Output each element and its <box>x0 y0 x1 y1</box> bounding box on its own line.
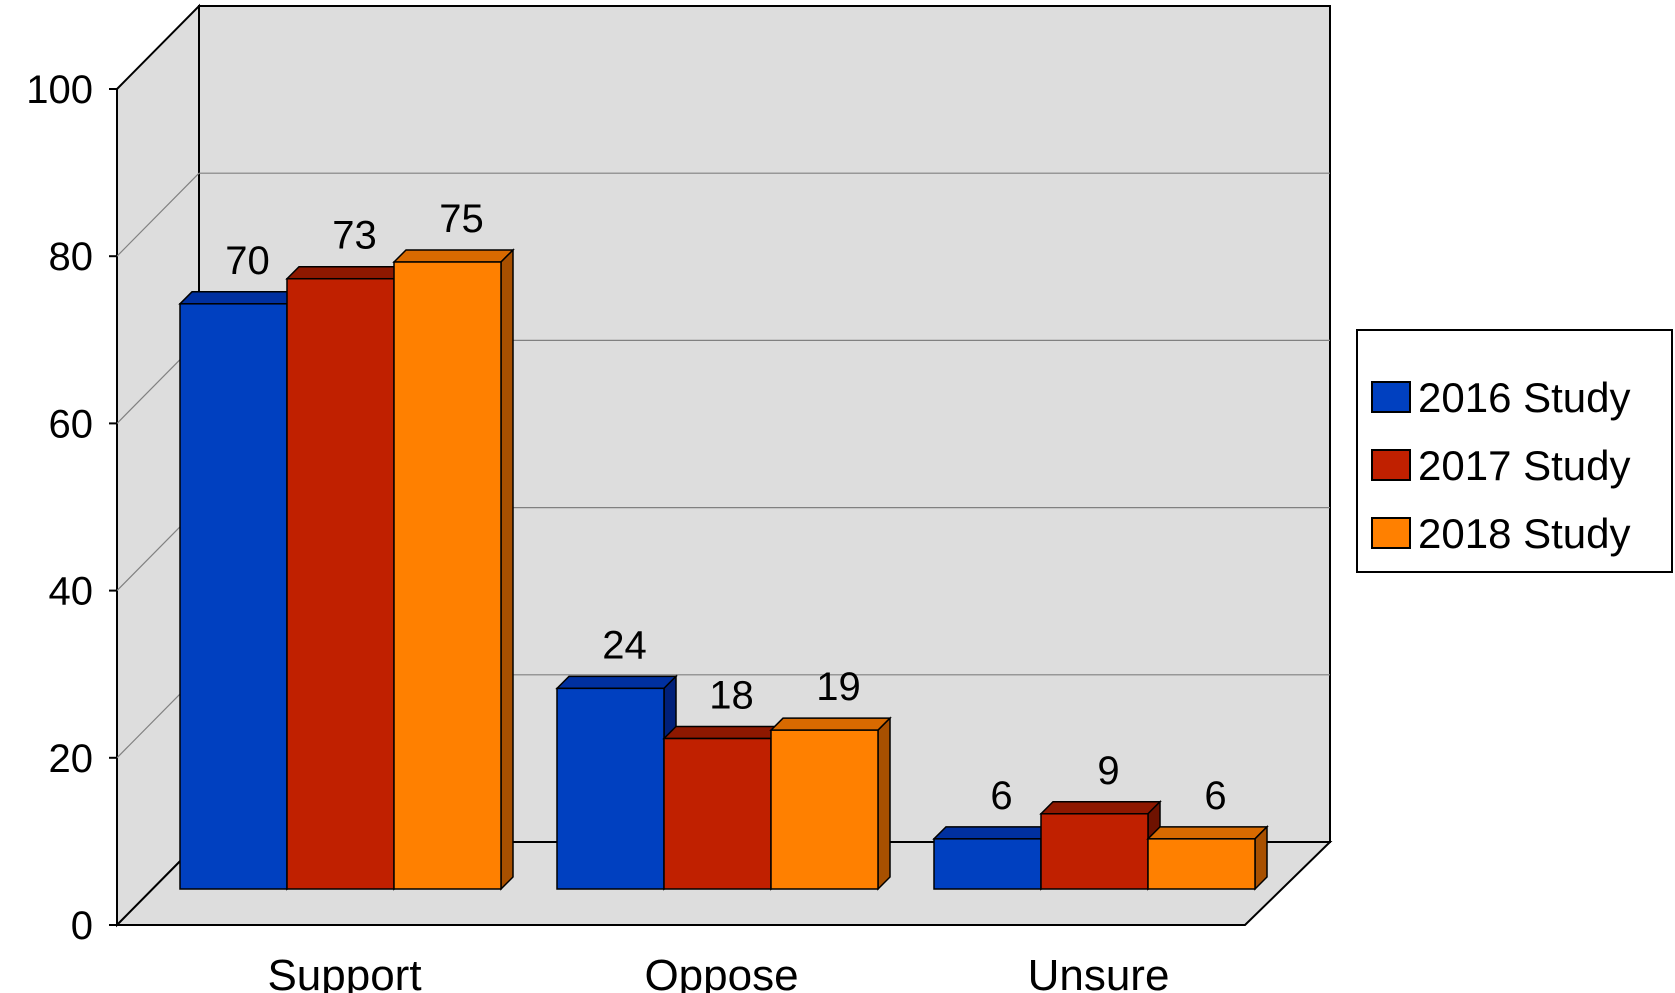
data-label: 75 <box>439 197 484 241</box>
bar-top <box>1146 826 1269 840</box>
legend: 2016 Study 2017 Study 2018 Study <box>1356 329 1673 573</box>
bar <box>286 277 395 890</box>
bar-top <box>769 717 892 731</box>
data-label: 24 <box>602 623 647 667</box>
bar-top <box>1039 801 1162 815</box>
y-tick-label: 20 <box>49 737 94 781</box>
bar-side <box>1254 825 1268 891</box>
category-labels: Support Oppose Unsure <box>267 951 1169 993</box>
legend-label: 2017 Study <box>1418 442 1631 489</box>
category-label: Oppose <box>644 951 798 993</box>
y-tick-label: 80 <box>49 235 94 279</box>
data-label: 73 <box>332 214 377 258</box>
data-label: 18 <box>709 674 754 718</box>
bar-top <box>932 826 1055 840</box>
legend-swatch <box>1371 449 1411 481</box>
bar-top <box>662 725 785 740</box>
bar <box>179 303 288 890</box>
data-labels: 70 73 75 24 18 19 6 9 6 <box>225 197 1226 818</box>
data-label: 9 <box>1097 749 1119 793</box>
legend-label: 2018 Study <box>1418 510 1631 557</box>
bars <box>178 248 1269 891</box>
bar-side <box>877 716 891 891</box>
category-label: Unsure <box>1028 951 1170 993</box>
legend-swatch <box>1371 381 1411 413</box>
bar-top <box>392 249 515 263</box>
bar <box>1040 813 1149 890</box>
legend-label: 2016 Study <box>1418 374 1631 421</box>
bar <box>1147 838 1256 890</box>
data-label: 19 <box>816 665 861 709</box>
y-tick-label: 40 <box>49 570 94 614</box>
bar-top <box>285 265 408 280</box>
bar <box>556 687 665 890</box>
gridline <box>116 172 200 257</box>
bar <box>933 838 1042 890</box>
data-label: 70 <box>225 239 270 283</box>
category-label: Support <box>267 951 421 993</box>
bar-top <box>555 675 678 690</box>
data-label: 6 <box>990 774 1012 818</box>
bar <box>770 729 879 890</box>
y-tick-label: 100 <box>26 68 93 112</box>
legend-swatch <box>1371 517 1411 549</box>
y-tick-label: 0 <box>71 904 93 948</box>
bar-top <box>178 291 301 305</box>
y-tick-label: 60 <box>49 402 94 446</box>
bar-side <box>500 248 514 891</box>
bar <box>393 261 502 890</box>
bar <box>663 737 772 890</box>
data-label: 6 <box>1204 774 1226 818</box>
value-axis: 0 20 40 60 80 100 <box>26 68 117 948</box>
